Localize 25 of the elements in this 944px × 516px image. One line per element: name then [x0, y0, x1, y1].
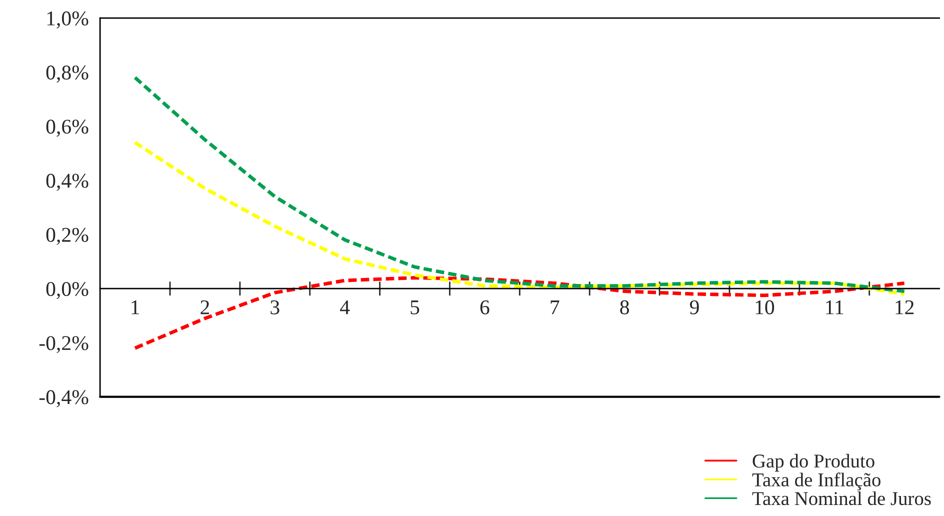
legend-label: Taxa de Inflação — [752, 472, 880, 490]
x-tick-label: 6 — [480, 300, 490, 314]
x-tick-label: 1 — [132, 300, 139, 314]
line-series — [133, 76, 906, 294]
legend-label: Taxa Nominal de Juros — [752, 491, 931, 506]
x-tick-label: 8 — [620, 300, 629, 314]
x-tick-label: 5 — [410, 300, 420, 314]
y-tick-label: 0,2% — [46, 228, 88, 245]
line-series — [133, 140, 906, 296]
x-tick-label: 3 — [270, 300, 280, 314]
x-tick-label: 10 — [756, 300, 774, 314]
x-tick-label: 4 — [340, 300, 350, 314]
legend-label: Gap do Produto — [752, 454, 874, 472]
y-tick-label: 0,0% — [46, 282, 88, 300]
y-tick-label: 0,8% — [46, 66, 88, 83]
x-tick-label: 9 — [690, 300, 699, 314]
x-tick-label: 2 — [200, 300, 210, 314]
y-tick-label: 0,6% — [46, 120, 88, 137]
y-tick-label: 1,0% — [47, 11, 88, 28]
y-tick-label: -0,4% — [39, 390, 88, 408]
y-tick-label: -0,2% — [39, 336, 88, 354]
y-tick-label: 0,4% — [46, 174, 88, 191]
x-tick-label: 11 — [826, 300, 844, 314]
x-tick-label: 7 — [550, 300, 560, 314]
x-tick-label: 12 — [896, 300, 914, 314]
